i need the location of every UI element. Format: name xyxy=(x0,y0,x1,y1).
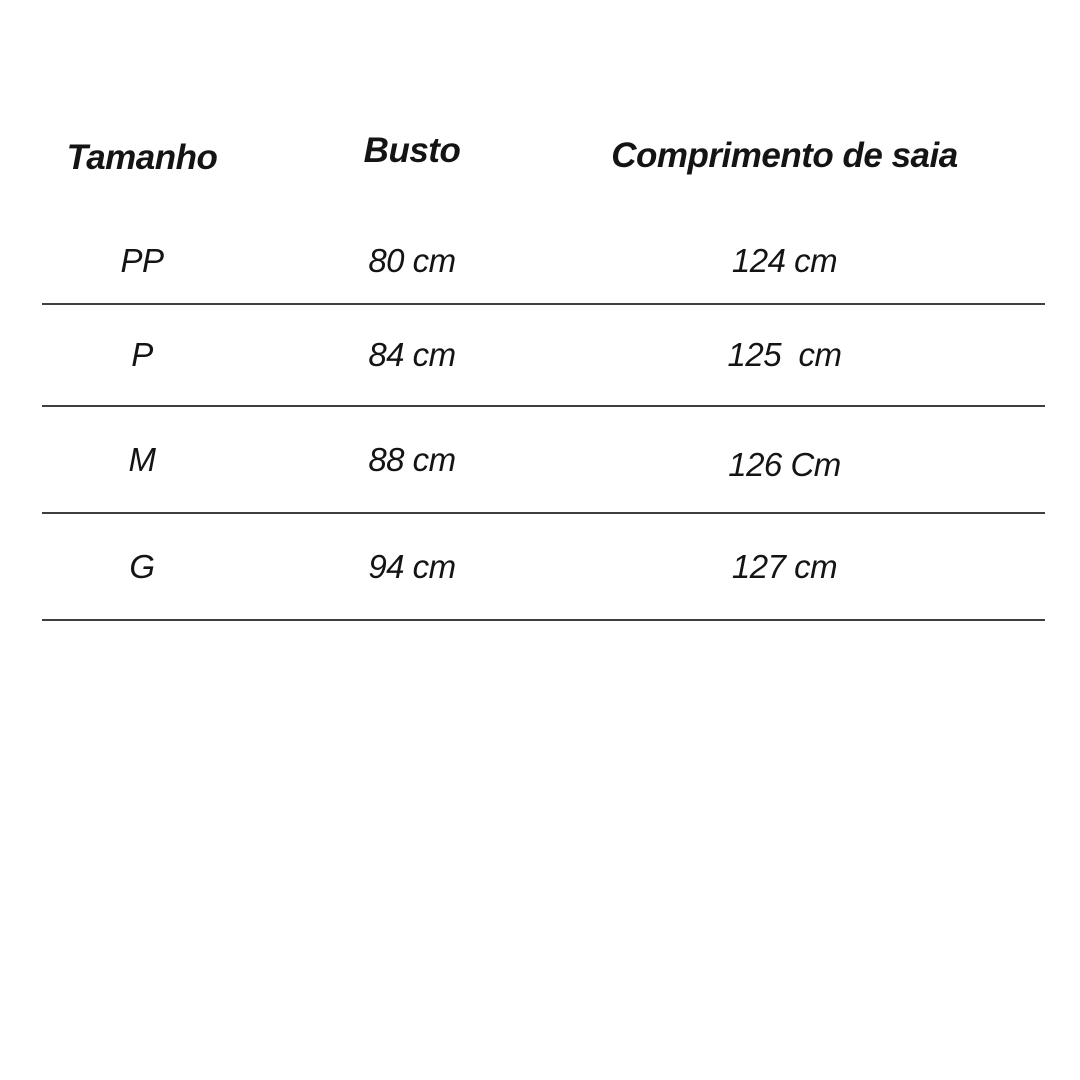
table-row-pp: PP 80 cm 124 cm xyxy=(42,205,1045,305)
size-cell: PP xyxy=(120,242,164,279)
table-row-p: P 84 cm 125 cm xyxy=(42,305,1045,407)
busto-cell: 94 cm xyxy=(368,547,456,585)
busto-cell: 88 cm xyxy=(368,440,456,478)
table-row-m: M 88 cm 126 Cm xyxy=(42,407,1045,514)
column-header-comprimento: Comprimento de saia xyxy=(611,135,958,175)
column-header-tamanho: Tamanho xyxy=(66,137,218,177)
busto-cell: 80 cm xyxy=(368,242,456,279)
comprimento-cell: 125 cm xyxy=(727,336,842,373)
table-header-row: Tamanho Busto Comprimento de saia xyxy=(42,110,1045,205)
comprimento-cell: 127 cm xyxy=(731,547,838,585)
comprimento-cell: 124 cm xyxy=(731,242,838,279)
comprimento-cell: 126 Cm xyxy=(728,445,841,483)
table-row-g: G 94 cm 127 cm xyxy=(42,514,1045,621)
size-cell: G xyxy=(129,547,155,585)
size-cell: P xyxy=(131,336,153,373)
size-table: Tamanho Busto Comprimento de saia PP 80 … xyxy=(42,110,1045,621)
size-cell: M xyxy=(128,440,157,478)
column-header-busto: Busto xyxy=(363,130,461,170)
busto-cell: 84 cm xyxy=(368,336,456,373)
